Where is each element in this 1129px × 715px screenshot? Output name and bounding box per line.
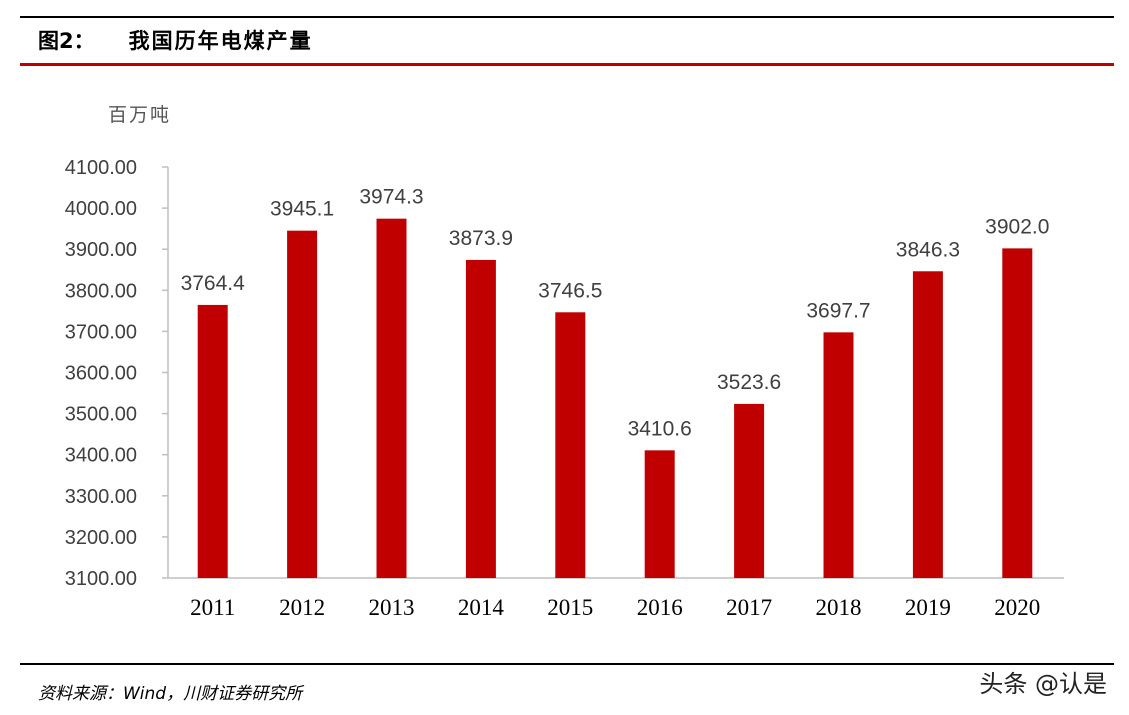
- bar: [912, 271, 943, 578]
- figure-header: 图2： 我国历年电煤产量: [38, 22, 313, 58]
- watermark: 头条 @认是: [979, 670, 1107, 698]
- x-tick-label: 2017: [726, 595, 772, 620]
- y-tick-label: 4000.00: [65, 198, 137, 220]
- data-label: 3697.7: [806, 299, 870, 322]
- x-tick-label: 2011: [190, 595, 235, 620]
- bar: [287, 230, 318, 579]
- x-tick-label: 2016: [637, 595, 683, 620]
- data-label: 3523.6: [717, 371, 781, 394]
- bar: [823, 332, 854, 578]
- x-tick-label: 2020: [994, 595, 1040, 620]
- x-tick-label: 2019: [905, 595, 951, 620]
- data-label: 3410.6: [628, 417, 692, 440]
- data-label: 3764.4: [181, 272, 246, 295]
- bar: [1002, 248, 1033, 579]
- bar: [197, 304, 228, 578]
- source-note: 资料来源：Wind，川财证券研究所: [38, 684, 303, 704]
- data-label: 3974.3: [359, 186, 423, 209]
- data-label: 3873.9: [449, 227, 513, 250]
- figure-title: 我国历年电煤产量: [128, 29, 313, 53]
- y-tick-label: 4100.00: [65, 157, 137, 179]
- figure-label: 图2：: [38, 29, 95, 53]
- data-label: 3746.5: [538, 279, 602, 302]
- data-label: 3902.0: [985, 215, 1049, 238]
- bottom-rule: [20, 663, 1114, 665]
- y-tick-label: 3600.00: [65, 363, 137, 385]
- data-label: 3945.1: [270, 198, 334, 221]
- chart-unit-label: 百万吨: [108, 104, 172, 126]
- y-tick-label: 3700.00: [65, 321, 137, 343]
- y-tick-label: 3200.00: [65, 527, 137, 549]
- header-accent-rule: [20, 63, 1114, 66]
- bar: [465, 259, 496, 578]
- x-tick-label: 2015: [547, 595, 593, 620]
- y-tick-label: 3500.00: [65, 404, 137, 426]
- bar: [376, 218, 407, 578]
- top-rule: [20, 16, 1114, 18]
- x-tick-label: 2018: [816, 595, 862, 620]
- y-tick-label: 3100.00: [65, 568, 137, 590]
- data-label: 3846.3: [896, 238, 960, 261]
- y-tick-label: 3900.00: [65, 239, 137, 261]
- y-tick-label: 3300.00: [65, 486, 137, 508]
- y-tick-label: 3400.00: [65, 445, 137, 467]
- bar: [555, 312, 586, 578]
- x-tick-label: 2012: [279, 595, 325, 620]
- bar: [734, 403, 765, 578]
- x-tick-label: 2013: [369, 595, 415, 620]
- x-tick-label: 2014: [458, 595, 505, 620]
- bar: [644, 450, 675, 578]
- y-tick-label: 3800.00: [65, 280, 137, 302]
